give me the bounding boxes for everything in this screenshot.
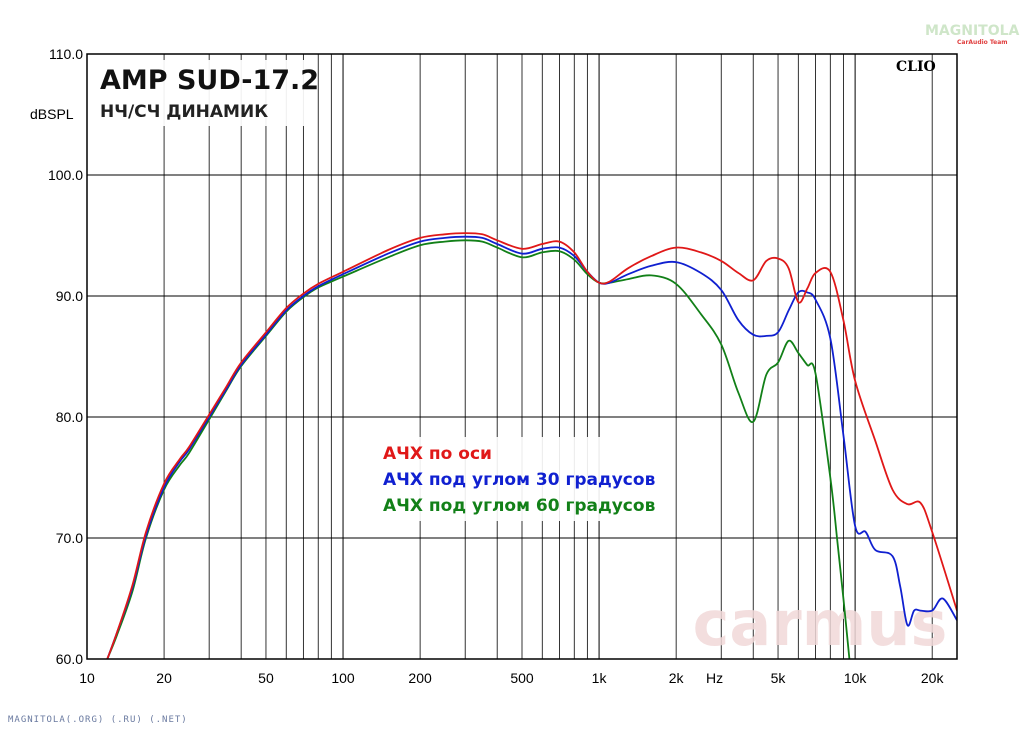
y-tick-label: 60.0: [56, 651, 83, 667]
legend-entry: АЧХ по оси: [383, 444, 492, 464]
watermark-layer: carmus: [693, 587, 948, 660]
y-tick-label: 90.0: [56, 288, 83, 304]
x-tick-label: 50: [258, 670, 274, 686]
x-tick-label: 1k: [592, 670, 608, 686]
legend-backdrop: [378, 437, 656, 521]
y-axis-label: dBSPL: [30, 106, 74, 122]
magnitola-logo: MAGNITOLA CarAudio Team: [925, 23, 1020, 46]
y-tick-label: 70.0: [56, 530, 83, 546]
plot-frame: [86, 53, 958, 660]
grid: [87, 54, 957, 659]
x-axis-unit: Hz: [706, 670, 723, 686]
series-line-1: [106, 232, 957, 659]
x-tick-label: 100: [331, 670, 355, 686]
x-tick-label: 20k: [921, 670, 945, 686]
legend-entry: АЧХ под углом 60 градусов: [383, 496, 656, 516]
magnitola-brand: MAGNITOLA: [925, 23, 1020, 39]
y-tick-label: 110.0: [49, 46, 83, 62]
y-tick-label: 100.0: [48, 167, 83, 183]
title-backdrop: [96, 60, 304, 126]
x-tick-label: 10k: [844, 670, 868, 686]
x-tick-label: 5k: [771, 670, 787, 686]
x-axis-ticks: 10 20 50 100 200 500 1k 2k 5k 10k 20k: [79, 670, 944, 686]
magnitola-tagline: CarAudio Team: [957, 39, 1008, 46]
legend: АЧХ по оси АЧХ под углом 30 градусов АЧХ п…: [378, 437, 656, 521]
x-tick-label: 2k: [669, 670, 685, 686]
chart-subtitle: НЧ/СЧ ДИНАМИК: [100, 102, 268, 122]
x-tick-label: 500: [510, 670, 534, 686]
x-tick-label: 20: [156, 670, 172, 686]
chart-title: AMP SUD-17.2: [100, 65, 319, 96]
footer-watermark: MAGNITOLA(.ORG) (.RU) (.NET): [8, 715, 188, 725]
legend-entry: АЧХ под углом 30 градусов: [383, 470, 656, 490]
y-axis-ticks: 60.0 70.0 80.0 90.0 100.0 110.0: [48, 46, 83, 667]
series-layer: [106, 232, 957, 659]
carmus-watermark: carmus: [693, 587, 948, 660]
series-line-3: [106, 239, 851, 659]
x-tick-label: 200: [408, 670, 432, 686]
x-tick-label: 10: [79, 670, 95, 686]
clio-label: CLIO: [896, 59, 936, 75]
y-tick-label: 80.0: [56, 409, 83, 425]
